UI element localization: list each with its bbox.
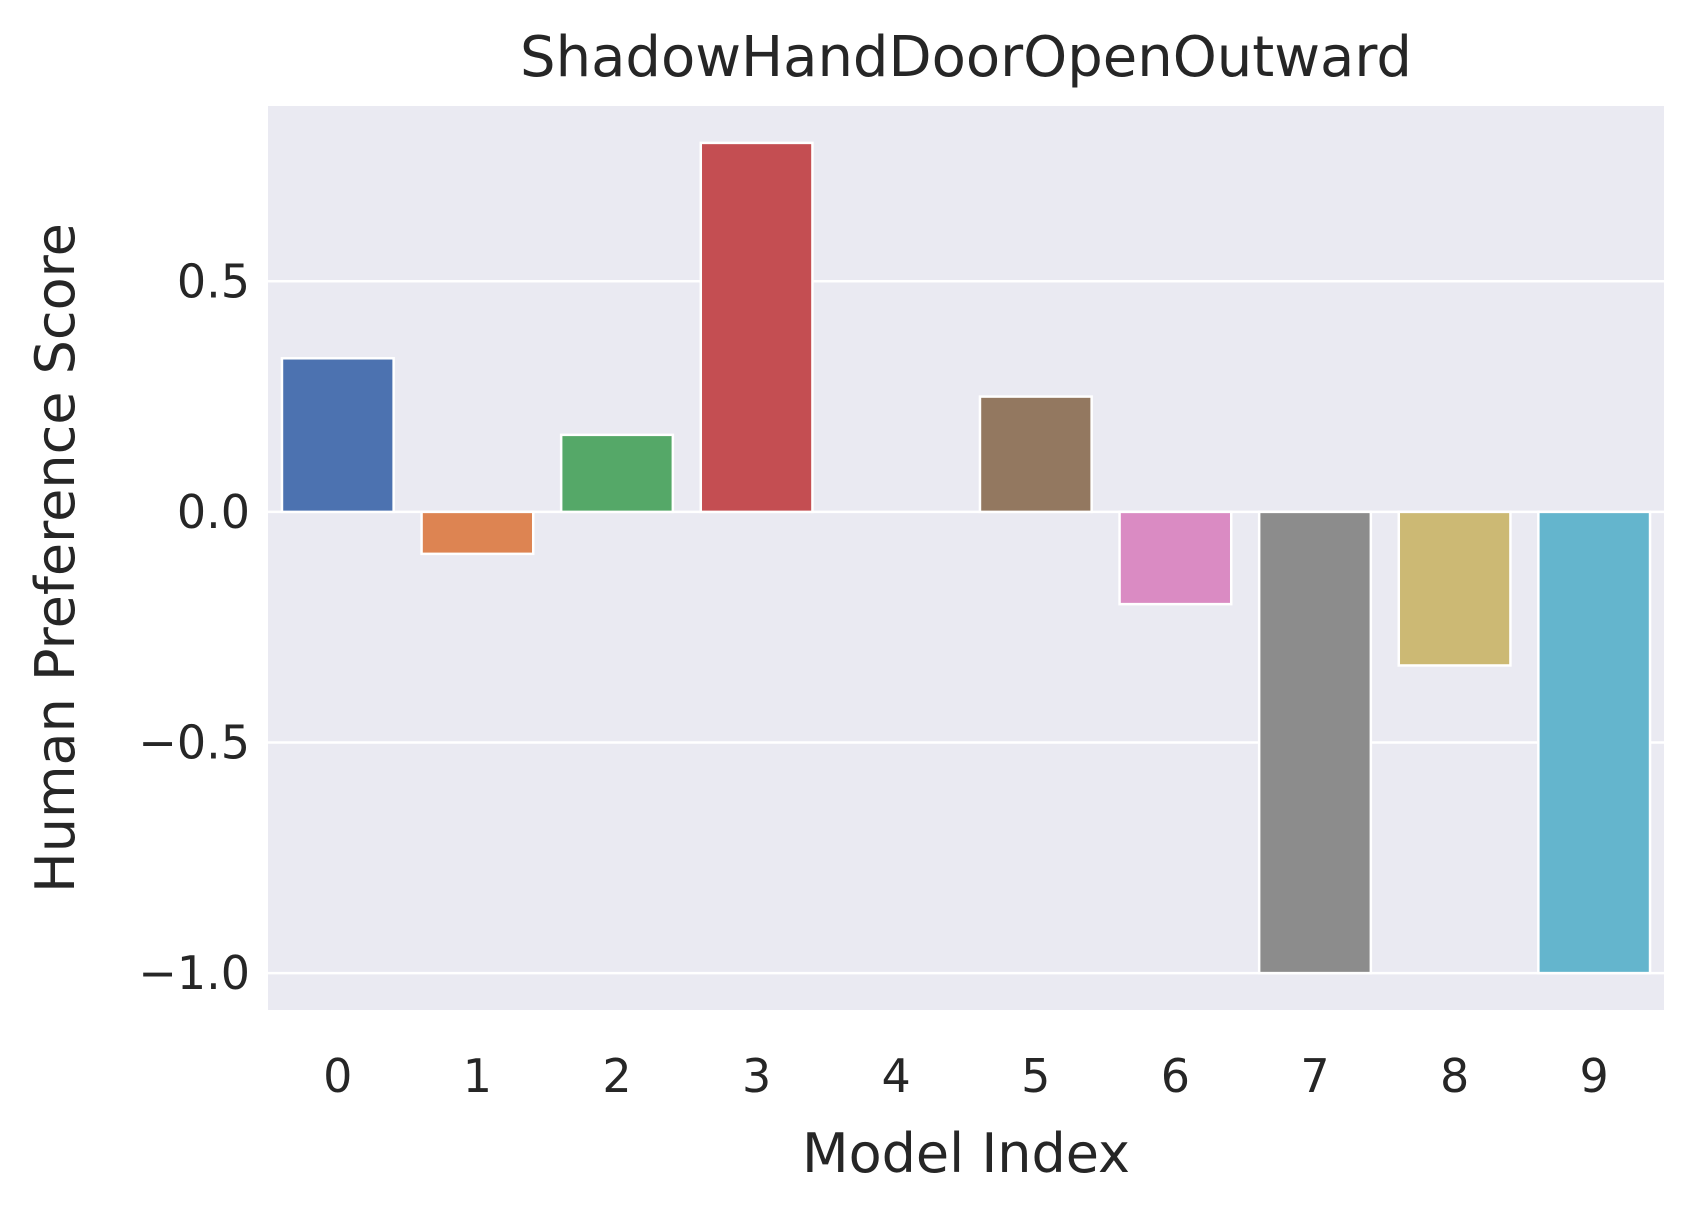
bar-model-8	[1397, 510, 1512, 667]
x-tick-label: 9	[1580, 1049, 1609, 1103]
y-tick-labels: 0.5 0.0 −0.5 −1.0	[138, 254, 250, 1000]
x-tick-label: 7	[1300, 1049, 1329, 1103]
bar-model-0	[280, 357, 395, 514]
x-tick-labels: 0 1 2 3 4 5 6 7 8 9	[323, 1049, 1609, 1103]
bar-model-6	[1118, 510, 1233, 606]
bar-model-1	[420, 510, 535, 556]
x-tick-label: 1	[463, 1049, 492, 1103]
x-axis-label: Model Index	[802, 1122, 1130, 1185]
y-tick-label: −1.0	[138, 946, 250, 1000]
x-tick-label: 6	[1161, 1049, 1190, 1103]
bar-model-2	[559, 433, 675, 514]
y-tick-label: 0.0	[177, 485, 250, 539]
bar-model-3	[699, 141, 814, 514]
bar-model-9	[1537, 510, 1652, 975]
y-axis-label: Human Preference Score	[24, 223, 87, 893]
x-tick-label: 0	[323, 1049, 352, 1103]
bar-model-7	[1257, 510, 1373, 975]
x-tick-label: 8	[1440, 1049, 1469, 1103]
x-tick-label: 5	[1021, 1049, 1050, 1103]
y-tick-label: 0.5	[177, 254, 250, 308]
bar-model-5	[978, 395, 1093, 514]
chart-title: ShadowHandDoorOpenOutward	[520, 25, 1412, 90]
x-tick-label: 3	[742, 1049, 771, 1103]
x-tick-label: 2	[602, 1049, 631, 1103]
bars	[280, 141, 1652, 975]
y-tick-label: −0.5	[138, 715, 250, 769]
x-tick-label: 4	[882, 1049, 911, 1103]
